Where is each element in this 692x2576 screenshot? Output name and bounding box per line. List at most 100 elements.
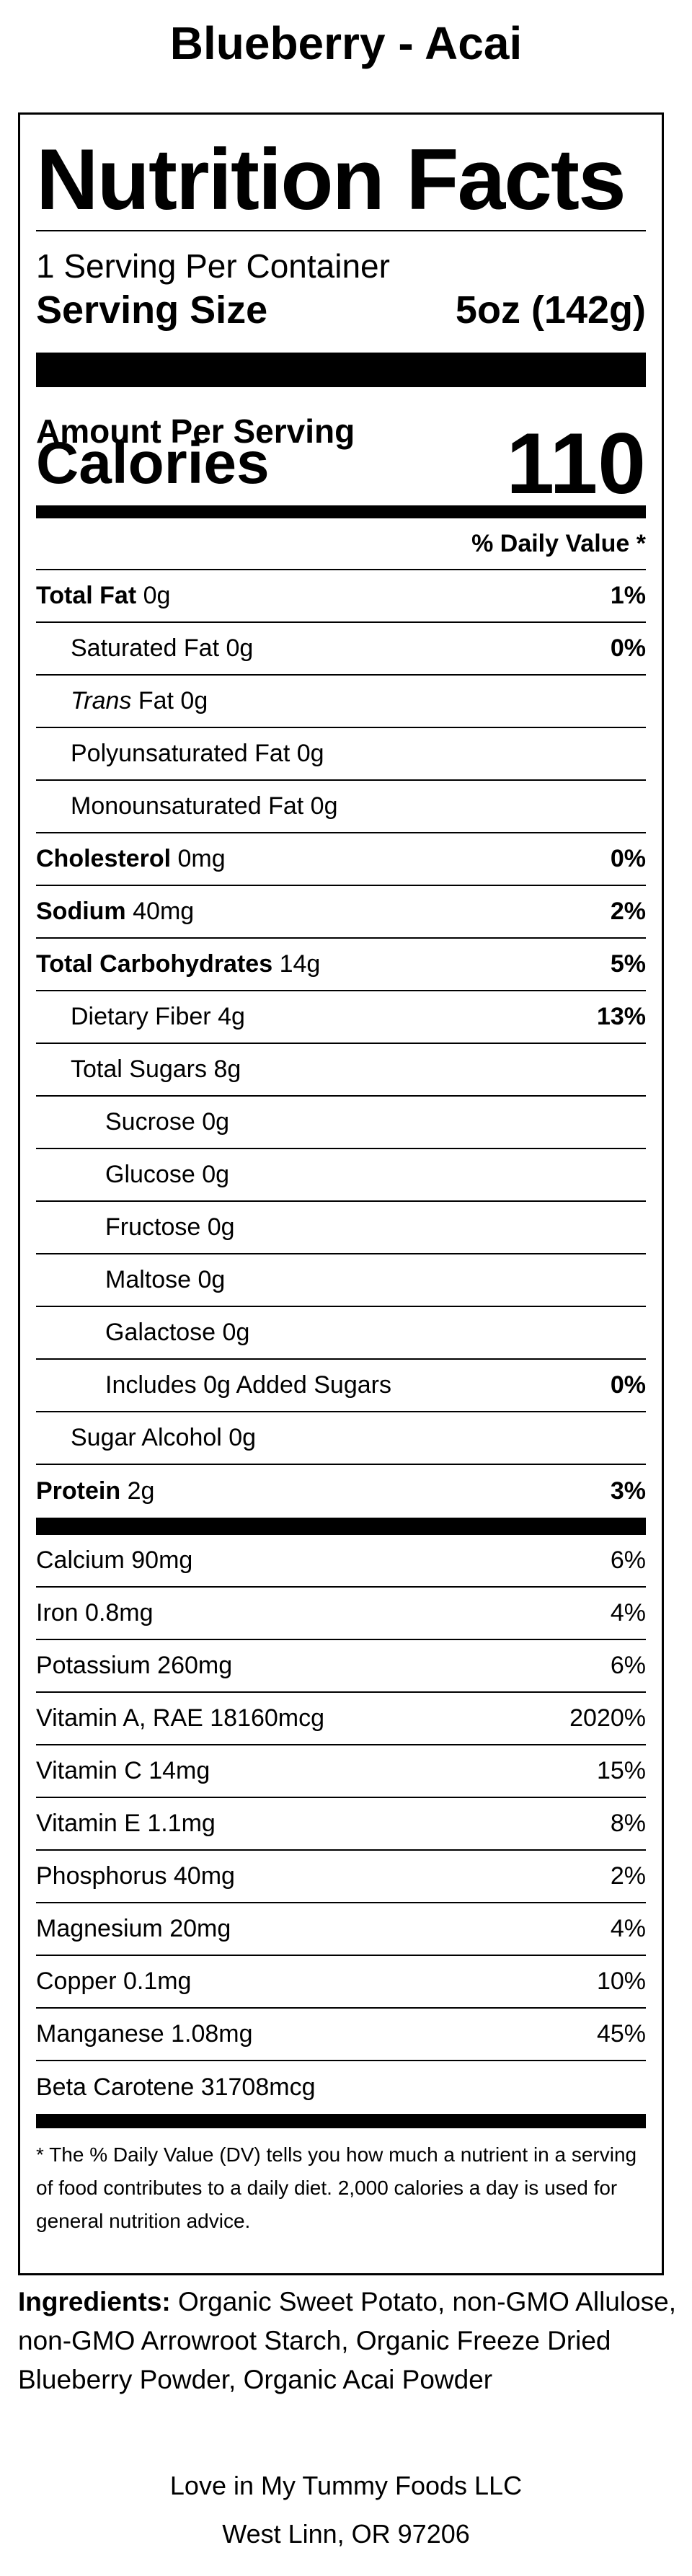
- nutrient-amount: 4g: [218, 1003, 245, 1030]
- nutrient-amount: 0g: [143, 582, 171, 609]
- nutrient-amount: 0g: [202, 1108, 230, 1136]
- nutrient-row-dietary-fiber: Dietary Fiber 4g 13%: [36, 991, 646, 1044]
- vitamin-dv: 2020%: [569, 1704, 646, 1732]
- nutrient-name: Maltose: [105, 1266, 192, 1293]
- thick-divider: [36, 353, 646, 387]
- nutrient-name: Includes 0g Added Sugars: [105, 1371, 391, 1399]
- nutrient-row-total-fat: Total Fat 0g 1%: [36, 570, 646, 623]
- nutrient-dv: 0%: [610, 634, 646, 662]
- nutrient-amount: 0g: [229, 1424, 257, 1451]
- nutrient-row-sodium: Sodium 40mg 2%: [36, 886, 646, 939]
- nutrient-amount: 0g: [202, 1161, 230, 1188]
- vitamin-name: Vitamin E 1.1mg: [36, 1810, 216, 1837]
- daily-value-header: % Daily Value *: [36, 518, 646, 570]
- vitamin-row: Manganese 1.08mg 45%: [36, 2009, 646, 2061]
- nutrient-dv: 2%: [610, 898, 646, 925]
- nutrient-amount: 8g: [213, 1055, 241, 1083]
- nutrient-row-sugar-alcohol: Sugar Alcohol 0g: [36, 1412, 646, 1465]
- nutrient-amount: 0g: [207, 1213, 235, 1241]
- nutrient-name: Galactose: [105, 1319, 216, 1346]
- nutrient-dv: 3%: [610, 1477, 646, 1505]
- vitamin-row: Calcium 90mg 6%: [36, 1535, 646, 1588]
- vitamin-name: Potassium 260mg: [36, 1652, 233, 1679]
- vitamin-name: Phosphorus 40mg: [36, 1862, 235, 1890]
- nutrient-name-rest: Fat: [138, 687, 174, 714]
- nutrient-name: Protein: [36, 1477, 121, 1505]
- nutrient-amount: 0g: [310, 792, 338, 820]
- nutrient-name: Sucrose: [105, 1108, 195, 1136]
- vitamins-divider: [36, 1518, 646, 1535]
- vitamin-dv: 4%: [610, 1915, 646, 1942]
- nutrient-row-total-sugars: Total Sugars 8g: [36, 1044, 646, 1097]
- nutrient-row-sucrose: Sucrose 0g: [36, 1097, 646, 1149]
- nutrient-row-maltose: Maltose 0g: [36, 1254, 646, 1307]
- vitamin-dv: 6%: [610, 1652, 646, 1679]
- nutrient-name: Trans: [71, 687, 132, 714]
- vitamin-name: Vitamin A, RAE 18160mcg: [36, 1704, 325, 1732]
- nutrient-name: Fructose: [105, 1213, 201, 1241]
- vitamin-row: Copper 0.1mg 10%: [36, 1956, 646, 2009]
- vitamin-dv: 45%: [596, 2020, 646, 2048]
- serving-size-value: 5oz (142g): [455, 288, 646, 332]
- nutrient-amount: 0g: [198, 1266, 226, 1293]
- vitamin-row: Phosphorus 40mg 2%: [36, 1851, 646, 1903]
- vitamin-row: Vitamin A, RAE 18160mcg 2020%: [36, 1693, 646, 1745]
- ingredients: Ingredients: Organic Sweet Potato, non-G…: [18, 2283, 678, 2399]
- nutrient-row-fructose: Fructose 0g: [36, 1202, 646, 1254]
- nutrient-name: Cholesterol: [36, 845, 172, 872]
- nutrition-label: Nutrition Facts 1 Serving Per Container …: [18, 112, 664, 2275]
- nutrient-row-protein: Protein 2g 3%: [36, 1465, 646, 1518]
- vitamin-dv: 10%: [596, 1968, 646, 1995]
- vitamin-name: Manganese 1.08mg: [36, 2020, 253, 2048]
- nutrient-amount: 14g: [279, 950, 321, 978]
- nutrient-name: Sodium: [36, 898, 126, 925]
- nutrient-name: Sugar Alcohol: [71, 1424, 222, 1451]
- nutrient-name: Saturated Fat: [71, 634, 220, 662]
- nutrient-name: Glucose: [105, 1161, 195, 1188]
- vitamin-name: Calcium 90mg: [36, 1546, 193, 1574]
- nutrient-dv: 5%: [610, 950, 646, 978]
- nutrient-name: Total Sugars: [71, 1055, 207, 1083]
- nutrient-name: Polyunsaturated Fat: [71, 740, 290, 767]
- nutrient-amount: 0mg: [177, 845, 226, 872]
- nutrient-amount: 2g: [127, 1477, 155, 1505]
- nutrient-name: Total Carbohydrates: [36, 950, 273, 978]
- nutrient-row-galactose: Galactose 0g: [36, 1307, 646, 1360]
- nutrient-dv: 13%: [596, 1003, 646, 1030]
- nutrient-row-total-carbohydrates: Total Carbohydrates 14g 5%: [36, 939, 646, 991]
- vitamin-row: Magnesium 20mg 4%: [36, 1903, 646, 1956]
- vitamin-dv: 15%: [596, 1757, 646, 1784]
- vitamin-dv: 4%: [610, 1599, 646, 1626]
- serving-size-label: Serving Size: [36, 288, 268, 332]
- nutrient-amount: 0g: [222, 1319, 250, 1346]
- nutrient-amount: 0g: [296, 740, 324, 767]
- company-address: West Linn, OR 97206: [222, 2519, 470, 2549]
- nutrient-amount: 0g: [226, 634, 254, 662]
- vitamin-dv: 6%: [610, 1546, 646, 1574]
- vitamin-dv: 2%: [610, 1862, 646, 1890]
- vitamin-row: Vitamin E 1.1mg 8%: [36, 1798, 646, 1851]
- nutrient-amount: 0g: [180, 687, 208, 714]
- vitamin-name: Magnesium 20mg: [36, 1915, 231, 1942]
- vitamin-dv: 8%: [610, 1810, 646, 1837]
- nutrient-name: Total Fat: [36, 582, 137, 609]
- nutrient-row-glucose: Glucose 0g: [36, 1149, 646, 1202]
- nutrient-name: Monounsaturated Fat: [71, 792, 304, 820]
- daily-value-footnote: * The % Daily Value (DV) tells you how m…: [36, 2143, 637, 2232]
- nutrient-row-trans-fat: Trans Fat 0g: [36, 676, 646, 728]
- ingredients-text: Organic Sweet Potato, non-GMO Allulose, …: [18, 2287, 677, 2394]
- nutrient-row-added-sugars: Includes 0g Added Sugars 0%: [36, 1360, 646, 1412]
- vitamin-name: Beta Carotene 31708mcg: [36, 2073, 316, 2101]
- medium-divider: [36, 505, 646, 518]
- calories-label: Calories: [36, 430, 270, 496]
- vitamin-row: Iron 0.8mg 4%: [36, 1588, 646, 1640]
- nutrition-facts-heading: Nutrition Facts: [36, 131, 626, 228]
- vitamin-name: Iron 0.8mg: [36, 1599, 154, 1626]
- servings-per-container: 1 Serving Per Container: [36, 247, 390, 285]
- nutrient-name: Dietary Fiber: [71, 1003, 211, 1030]
- nutrient-row-saturated-fat: Saturated Fat 0g 0%: [36, 623, 646, 676]
- amount-per-serving: Amount Per Serving: [36, 412, 355, 450]
- nutrient-row-monounsaturated-fat: Monounsaturated Fat 0g: [36, 781, 646, 833]
- nutrient-row-cholesterol: Cholesterol 0mg 0%: [36, 833, 646, 886]
- calories-row: Calories 110: [36, 420, 646, 507]
